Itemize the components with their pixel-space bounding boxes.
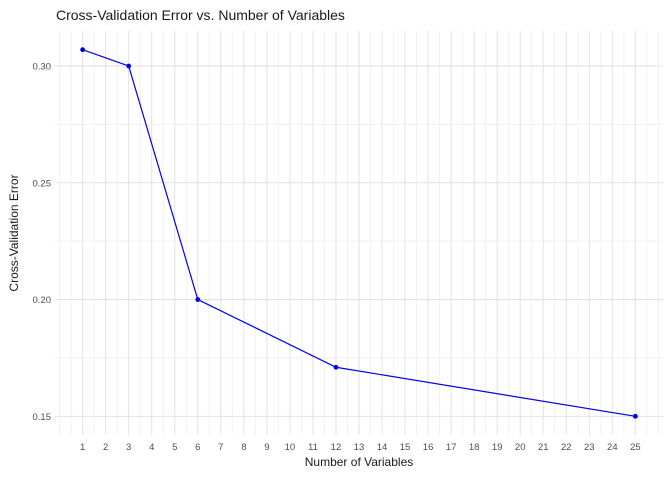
x-tick-label: 1 [80,442,85,453]
y-tick-label: 0.30 [33,62,52,73]
data-point [632,413,638,419]
x-tick-label: 2 [103,442,108,453]
x-tick-label: 6 [195,442,200,453]
x-axis-title: Number of Variables [304,455,414,469]
x-tick-label: 15 [400,442,411,453]
x-tick-label: 17 [446,442,457,453]
x-tick-label: 7 [218,442,223,453]
y-tick-label: 0.20 [33,295,52,306]
x-tick-label: 14 [377,442,388,453]
chart-title: Cross-Validation Error vs. Number of Var… [56,7,345,23]
x-tick-label: 9 [264,442,269,453]
x-tick-label: 18 [469,442,480,453]
data-point [195,297,201,302]
x-tick-label: 5 [172,442,177,453]
x-tick-label: 10 [285,442,296,453]
x-tick-label: 3 [126,442,131,453]
x-tick-label: 22 [561,442,572,453]
x-tick-label: 20 [515,442,526,453]
x-tick-label: 25 [630,442,641,453]
y-tick-label: 0.15 [33,412,52,423]
data-point [126,63,132,69]
data-point [333,364,339,370]
x-tick-label: 11 [308,442,318,453]
x-tick-label: 12 [331,442,342,453]
x-tick-label: 16 [423,442,434,453]
data-point [80,47,86,53]
x-tick-label: 23 [584,442,595,453]
x-tick-label: 8 [241,442,246,453]
x-tick-label: 13 [354,442,365,453]
x-tick-label: 21 [538,442,549,453]
x-tick-label: 24 [607,442,618,453]
x-tick-label: 4 [149,442,154,453]
x-tick-label: 19 [492,442,503,453]
y-tick-label: 0.25 [33,178,52,189]
